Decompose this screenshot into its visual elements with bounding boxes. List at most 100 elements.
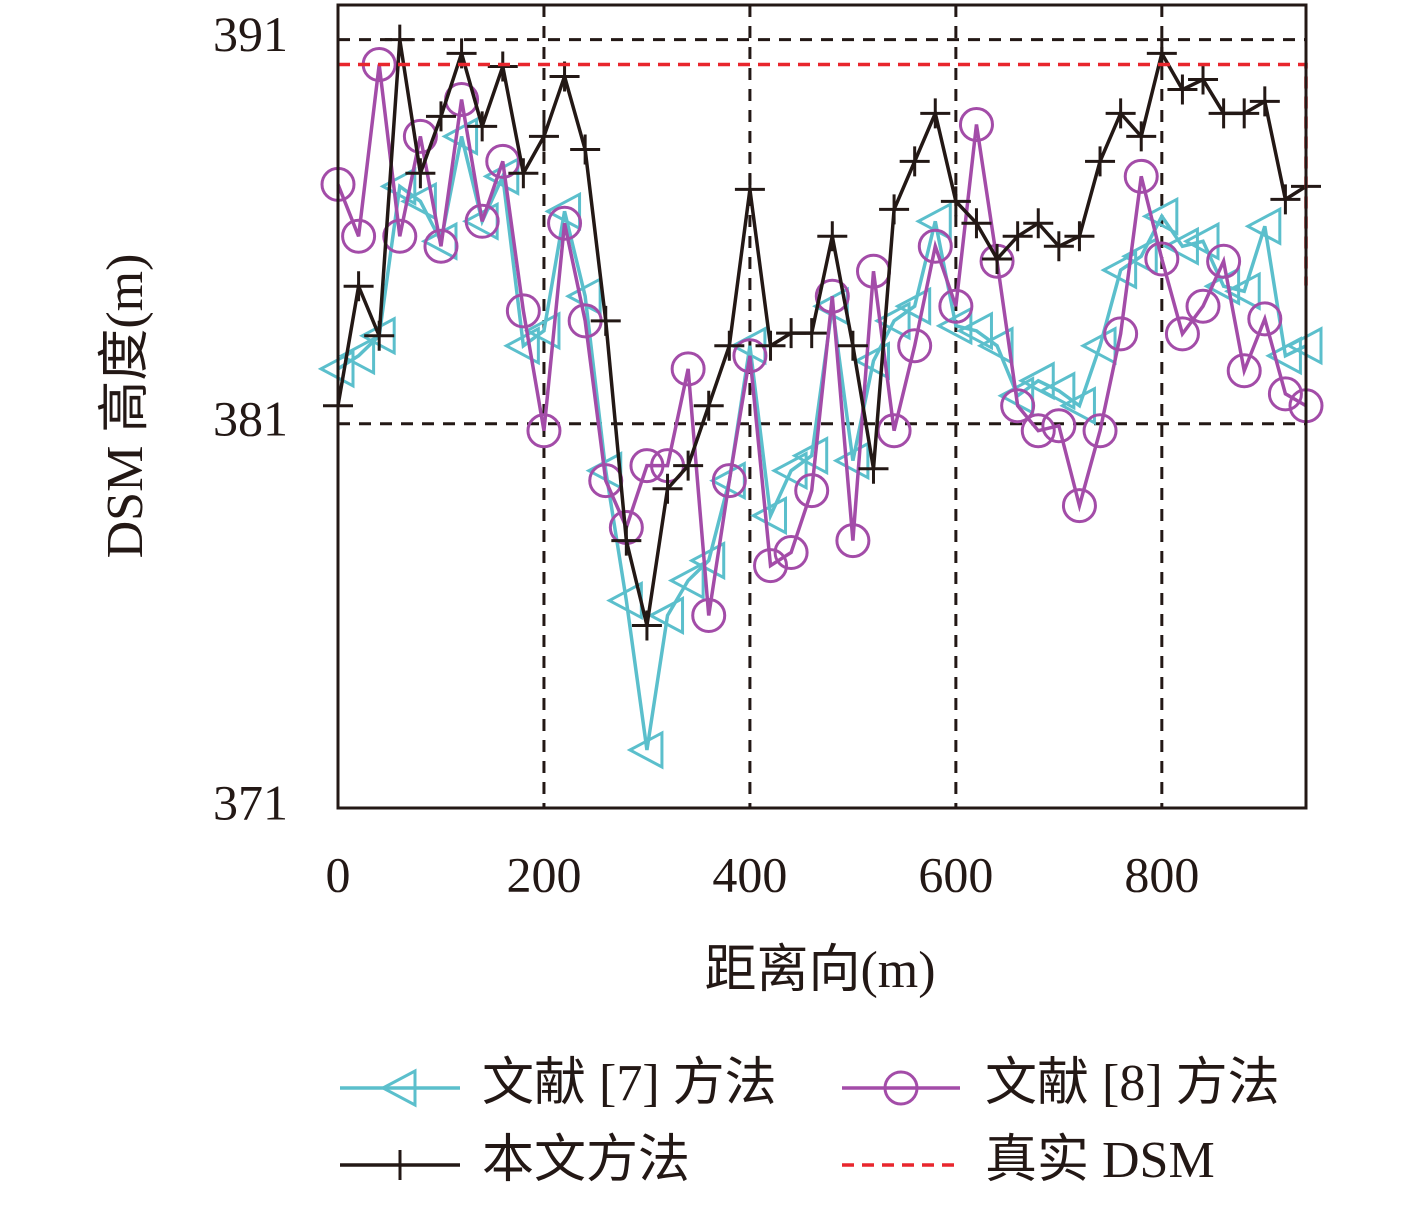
marker [485,143,521,179]
marker [1100,250,1138,290]
marker [1126,121,1157,152]
marker [364,320,395,351]
marker [1059,386,1096,426]
marker [1041,408,1077,444]
marker [464,203,500,239]
y-tick-label: 391 [213,6,288,62]
marker [1103,316,1139,352]
marker [1141,196,1179,236]
marker [794,473,830,509]
x-tick-label: 0 [326,846,351,902]
marker [1270,184,1301,215]
marker [338,336,376,376]
marker [817,221,848,252]
marker [1023,208,1054,239]
marker [832,441,870,481]
marker [629,448,665,484]
marker [631,610,662,641]
marker [670,351,706,387]
marker [711,463,747,499]
marker [341,218,377,254]
marker [940,186,971,217]
plot-frame [336,3,1308,810]
marker [667,561,705,601]
marker [956,311,993,351]
legend-marker [883,1070,919,1106]
marker [544,191,582,231]
marker [526,413,562,449]
marker [791,436,829,476]
y-axis-label: DSM 高度(m) [97,254,154,559]
marker [505,293,541,329]
legend-label: 文献 [7] 方法 [482,1055,777,1112]
marker [1267,376,1303,412]
marker [755,330,786,361]
marker [402,118,438,154]
marker [1164,316,1200,352]
marker [814,278,850,314]
marker [899,146,930,177]
marker [1020,413,1056,449]
marker [487,51,518,82]
marker [853,341,890,381]
marker [1105,98,1136,129]
marker [1247,301,1283,337]
marker [652,473,683,504]
marker [523,311,561,351]
marker [688,541,726,581]
marker [1226,353,1262,389]
marker [1123,158,1159,194]
marker [528,121,559,152]
marker [1018,361,1055,401]
marker [750,496,788,536]
marker [1000,388,1036,424]
marker [958,106,994,142]
marker [835,523,871,559]
marker [961,208,992,239]
marker [1043,231,1074,262]
marker [1244,206,1282,246]
marker [976,326,1014,366]
marker [1185,288,1221,324]
marker [1002,221,1033,252]
marker [1144,241,1180,277]
x-tick-label: 600 [918,846,993,902]
marker [1188,64,1219,95]
marker [1038,371,1076,411]
marker [570,134,601,165]
marker [1085,146,1116,177]
marker [917,228,953,264]
series-line [336,64,1307,616]
marker [982,243,1013,274]
marker [837,330,868,361]
marker [897,328,933,364]
marker [894,286,932,326]
marker [425,101,456,132]
marker [734,174,765,205]
marker [647,596,685,636]
legend-marker [385,1150,415,1180]
marker [753,548,789,584]
marker [441,116,479,156]
marker [770,451,808,491]
marker [873,301,911,341]
marker [1121,236,1158,276]
legend-label: 文献 [8] 方法 [985,1055,1280,1112]
marker [1079,326,1117,366]
x-tick-label: 200 [506,846,581,902]
marker [732,338,768,374]
series-line [336,39,1307,626]
marker [1249,86,1280,117]
marker [879,194,910,225]
legend-label: 本文方法 [482,1132,690,1189]
marker [1182,221,1220,261]
marker [384,24,415,55]
marker [858,453,889,484]
marker [382,218,418,254]
marker [691,598,727,634]
marker [714,330,745,361]
legend-label: 真实 DSM [985,1132,1215,1189]
marker [1167,74,1198,105]
marker [626,730,664,770]
